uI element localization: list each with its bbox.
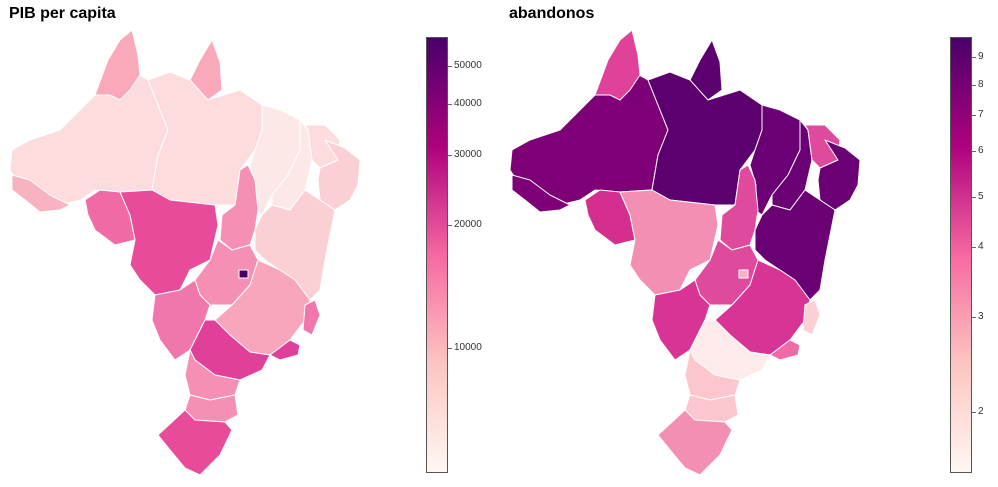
legend-tick-label: 7 <box>978 109 984 120</box>
legend-tick-label: 50000 <box>454 60 482 71</box>
pib-color-scale-bar <box>426 37 448 473</box>
legend-tick-label: 20000 <box>454 219 482 230</box>
legend-tick <box>448 155 452 156</box>
legend-tick <box>972 197 976 198</box>
legend-tick <box>448 225 452 226</box>
abandonos-state-ba <box>754 189 836 301</box>
legend-tick <box>448 104 452 105</box>
pib-state-df <box>238 269 249 279</box>
legend-tick <box>972 85 976 86</box>
abandonos-state-rr <box>594 29 641 101</box>
legend-tick <box>972 151 976 152</box>
legend-tick-label: 40000 <box>454 98 482 109</box>
abandonos-state-mt <box>619 189 719 296</box>
legend-tick-label: 2 <box>978 406 984 417</box>
abandonos-state-rs <box>657 409 733 476</box>
legend-tick-label: 3 <box>978 311 984 322</box>
legend-tick-label: 10000 <box>454 342 482 353</box>
abandonos-map <box>509 29 861 476</box>
legend-tick <box>972 317 976 318</box>
pib-map-title: PIB per capita <box>9 5 116 22</box>
legend-tick-label: 30000 <box>454 149 482 160</box>
legend-tick-label: 5 <box>978 191 984 202</box>
legend-tick <box>972 115 976 116</box>
legend-tick <box>972 412 976 413</box>
pib-state-es <box>302 299 321 336</box>
pib-state-rs <box>157 409 233 476</box>
pib-state-rj <box>269 339 301 361</box>
abandonos-state-ac <box>511 174 571 213</box>
legend-tick-label: 9 <box>978 51 984 62</box>
legend-tick-label: 8 <box>978 79 984 90</box>
legend-tick-label: 4 <box>978 241 984 252</box>
pib-state-mt <box>119 189 219 296</box>
legend-tick <box>448 66 452 67</box>
legend-tick <box>972 247 976 248</box>
abandonos-state-df <box>738 269 749 279</box>
abandonos-color-scale-bar <box>950 37 972 473</box>
abandonos-state-es <box>802 299 821 336</box>
abandonos-map-title: abandonos <box>509 5 595 22</box>
pib-state-rr <box>94 29 141 101</box>
pib-state-ac <box>11 174 71 213</box>
pib-per-capita-map <box>9 29 361 476</box>
legend-tick <box>972 57 976 58</box>
pib-state-ba <box>254 189 336 301</box>
legend-tick <box>448 348 452 349</box>
abandonos-state-rj <box>769 339 801 361</box>
legend-tick-label: 6 <box>978 145 984 156</box>
